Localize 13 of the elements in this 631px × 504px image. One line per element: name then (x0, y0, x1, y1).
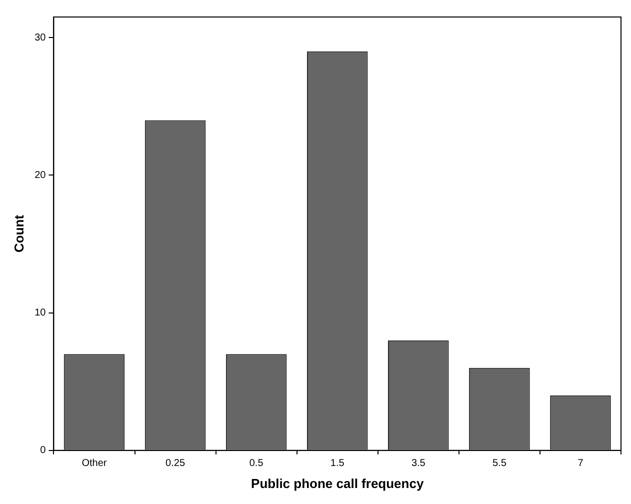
x-tick-label: Other (82, 458, 108, 470)
x-tick-label: 5.5 (492, 458, 507, 470)
y-tick-label: 20 (34, 170, 46, 181)
x-tick-label: 0.25 (166, 458, 186, 470)
y-tick-label: 0 (40, 445, 46, 456)
y-axis-title: Count (11, 214, 26, 252)
x-tick-label: 1.5 (330, 458, 345, 470)
x-tick-label: 0.5 (249, 458, 264, 470)
y-tick-label: 30 (34, 32, 46, 44)
y-tick-label: 10 (34, 308, 46, 319)
x-tick-label: 3.5 (411, 458, 426, 470)
x-axis-title: Public phone call frequency (251, 476, 424, 491)
x-tick-label: 7 (578, 458, 584, 470)
